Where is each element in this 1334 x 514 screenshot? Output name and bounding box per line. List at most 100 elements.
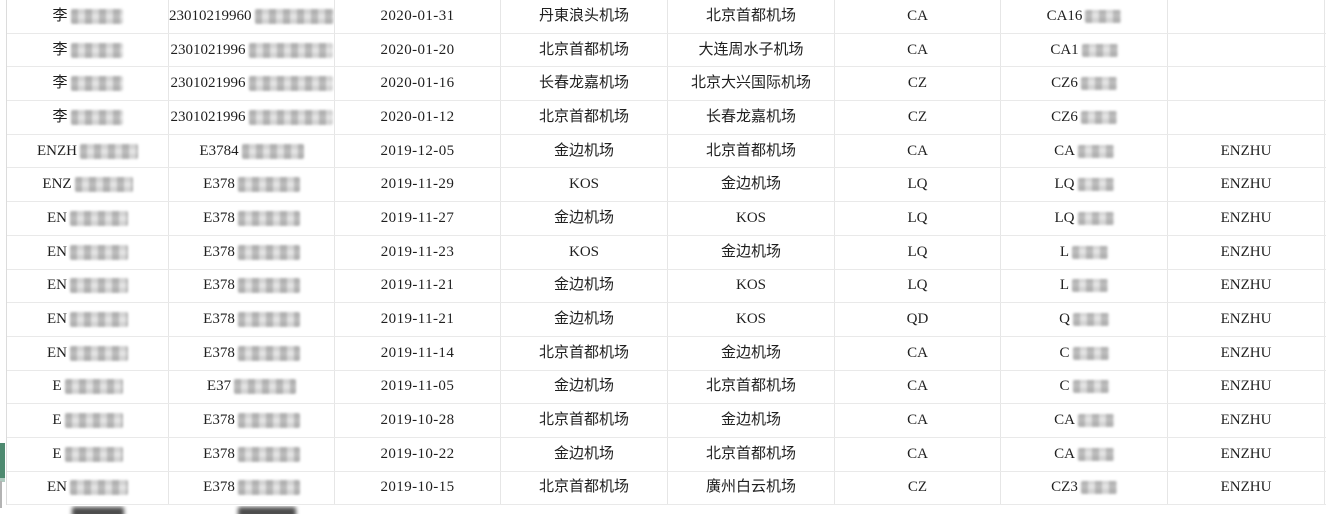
table-row: ENZ E378 2019-11-29 KOS 金边机场 LQ LQ ENZHU [7,168,1326,203]
date-text: 2019-11-21 [380,277,455,294]
cell-flight: CA [1001,437,1168,471]
cell-airline: CZ [835,67,1001,101]
holder-text: ENZHU [1220,176,1272,193]
from-text: 北京首都机场 [538,412,629,429]
cell-to: 北京首都机场 [668,134,835,168]
airline-text: LQ [907,243,928,260]
cell-airline: CA [835,336,1001,370]
redacted-blur [1077,414,1114,428]
redacted-blur [237,244,300,260]
cell-from: KOS [501,235,668,269]
date-text: 2019-10-15 [380,479,455,496]
redacted-blur [241,143,304,159]
airline-text: CA [907,344,928,361]
table-row: EN E378 2019-11-14 北京首都机场 金边机场 CA C ENZHU [7,336,1326,371]
holder-text: ENZHU [1220,412,1272,429]
cell-from: 金边机场 [501,134,668,168]
redacted-blur [64,413,123,429]
redacted-blur [70,8,123,24]
flight-text: Q [1059,311,1070,328]
cell-from: 长春龙嘉机场 [501,67,668,101]
to-text: 北京大兴国际机场 [690,75,811,92]
cell-airline: LQ [835,235,1001,269]
date-text: 2019-11-05 [380,378,455,395]
to-text: 长春龙嘉机场 [705,108,796,125]
redacted-blur [1085,9,1122,23]
cell-holder [1168,101,1325,134]
airline-text: CZ [907,75,928,92]
cell-date: 2019-12-05 [335,134,501,168]
to-text: 北京首都机场 [705,378,796,395]
redacted-blur [1077,211,1114,225]
flight-text: CA [1054,445,1075,462]
flight-text: LQ [1054,209,1075,226]
cell-name: E [7,404,169,437]
cell-to: 长春龙嘉机场 [668,101,835,134]
airline-text: CA [907,41,928,58]
cell-flight: Q [1001,303,1168,336]
to-text: 廣州白云机场 [705,479,796,496]
redacted-blur [237,312,300,328]
cell-holder: ENZHU [1168,404,1325,437]
redacted-blur [1072,313,1109,327]
to-text: 大连周水子机场 [698,41,804,58]
id-text: E378 [203,209,235,226]
cell-id: E37 [169,370,335,404]
from-text: KOS [568,243,599,260]
holder-text: ENZHU [1220,378,1272,395]
flight-text: CA [1054,142,1075,159]
date-text: 2019-10-22 [380,445,455,462]
from-text: 金边机场 [553,378,614,395]
redacted-blur [248,109,333,125]
cell-holder [1168,33,1325,67]
date-text: 2019-11-14 [380,344,455,361]
to-text: 北京首都机场 [705,445,796,462]
redacted-blur [237,480,300,496]
cell-name: EN [7,471,169,505]
table-row: E E378 2019-10-22 金边机场 北京首都机场 CA CA ENZHU [7,437,1326,472]
cell-holder [1168,67,1325,101]
cell-name: 李 [7,0,169,33]
redacted-blur [248,42,333,58]
redacted-blur [70,210,128,226]
cell-id: 2301021996 [169,101,335,134]
table-row: 李 2301021996 2020-01-16 长春龙嘉机场 北京大兴国际机场 CZ CZ6 [7,67,1326,102]
cell-to: 金边机场 [668,336,835,370]
cell-from: 金边机场 [501,370,668,404]
airline-text: CA [907,7,928,24]
date-text: 2020-01-20 [380,41,455,58]
holder-text: ENZHU [1220,142,1272,159]
scrollbar-thumb[interactable] [0,443,5,478]
from-text: 北京首都机场 [538,344,629,361]
redacted-blur [234,379,297,395]
holder-text: ENZHU [1220,311,1272,328]
flight-text: CA16 [1046,7,1083,24]
date-text: 2019-11-27 [380,209,455,226]
from-text: 金边机场 [553,311,614,328]
cell-holder: ENZHU [1168,370,1325,404]
cell-date: 2020-01-12 [335,101,501,134]
cell-id: 2301021996 [169,33,335,67]
flight-text: L [1059,277,1070,294]
cell-to: KOS [668,202,835,235]
table-row: EN E378 2019-11-27 金边机场 KOS LQ LQ ENZHU [7,202,1326,236]
redacted-blur [70,244,128,260]
cell-id: E378 [169,404,335,437]
cell-flight: CA16 [1001,0,1168,33]
table-row: 李 2301021996 2020-01-20 北京首都机场 大连周水子机场 CA CA1 [7,33,1326,68]
airline-text: CA [907,445,928,462]
flight-text: CZ6 [1051,75,1078,92]
id-text: 2301021996 [170,75,246,92]
airline-text: CZ [907,479,928,496]
holder-text: ENZHU [1220,445,1272,462]
cell-to: 北京大兴国际机场 [668,67,835,101]
redacted-blur [237,278,300,294]
cell-name: 李 [7,101,169,134]
cell-from: 金边机场 [501,202,668,235]
flight-text: CA [1054,412,1075,429]
cell-flight: L [1001,235,1168,269]
from-text: 北京首都机场 [538,108,629,125]
to-text: 金边机场 [720,344,781,361]
table-row: ENZH E3784 2019-12-05 金边机场 北京首都机场 CA CA ENZHU [7,134,1326,169]
airline-text: LQ [907,277,928,294]
